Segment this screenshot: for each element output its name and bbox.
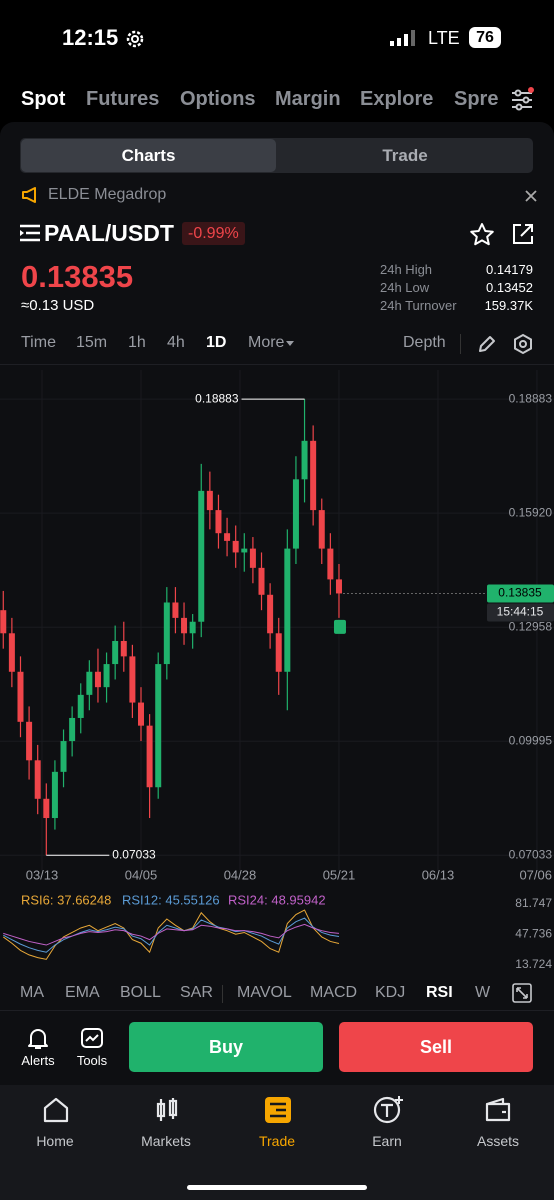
- markets-icon[interactable]: [153, 1096, 181, 1124]
- stat-value: 0.13452: [486, 280, 533, 295]
- tools-label[interactable]: Tools: [76, 1053, 108, 1068]
- indicator[interactable]: KDJ: [375, 984, 406, 1001]
- indicator[interactable]: MAVOL: [237, 984, 292, 1001]
- stat-value: 159.37K: [484, 298, 533, 313]
- trade-icon[interactable]: [264, 1096, 292, 1124]
- stat-label: 24h Low: [380, 280, 430, 295]
- indicator[interactable]: SAR: [180, 984, 213, 1001]
- interval[interactable]: 4h: [167, 334, 185, 351]
- indicator[interactable]: BOLL: [120, 984, 161, 1001]
- last-price: 0.13835: [21, 259, 134, 294]
- gear-icon: [126, 30, 144, 48]
- home-indicator: [187, 1185, 367, 1190]
- interval[interactable]: 15m: [76, 334, 108, 351]
- menu-icon[interactable]: [20, 224, 40, 242]
- stat-label: 24h High: [380, 262, 433, 277]
- close-icon[interactable]: [525, 190, 537, 202]
- battery: 76: [469, 27, 501, 48]
- alerts-icon[interactable]: [27, 1027, 49, 1051]
- pair-change: -0.99%: [182, 222, 245, 245]
- buy-button[interactable]: Buy: [129, 1022, 323, 1072]
- nav-label[interactable]: Trade: [258, 1133, 296, 1149]
- tab[interactable]: Spot: [21, 88, 66, 110]
- earn-icon[interactable]: [372, 1094, 404, 1124]
- interval[interactable]: Time: [21, 334, 56, 351]
- divider: [460, 334, 461, 354]
- indicator[interactable]: RSI: [426, 984, 453, 1001]
- banner-text[interactable]: ELDE Megadrop: [48, 186, 167, 203]
- network: LTE: [428, 28, 460, 48]
- segment-trade[interactable]: Trade: [382, 146, 428, 165]
- home-icon[interactable]: [42, 1096, 70, 1124]
- nav-label[interactable]: Markets: [141, 1133, 191, 1149]
- divider: [0, 364, 554, 365]
- segment-charts[interactable]: Charts: [21, 139, 276, 172]
- pencil-icon[interactable]: [477, 334, 497, 354]
- tools-icon[interactable]: [80, 1027, 104, 1049]
- indicator[interactable]: W: [475, 984, 491, 1001]
- tab[interactable]: Options: [180, 88, 256, 110]
- nav-label[interactable]: Assets: [476, 1133, 520, 1149]
- stat-value: 0.14179: [486, 262, 533, 277]
- indicator[interactable]: MA: [20, 984, 44, 1001]
- nav-label[interactable]: Earn: [372, 1133, 402, 1149]
- settings-icon[interactable]: [512, 333, 534, 355]
- expand-icon[interactable]: [512, 983, 532, 1003]
- sell-button[interactable]: Sell: [339, 1022, 533, 1072]
- divider: [222, 985, 223, 1003]
- star-icon[interactable]: [469, 222, 495, 247]
- fiat-price: ≈0.13 USD: [21, 297, 95, 314]
- tab[interactable]: Margin: [275, 88, 341, 110]
- megaphone-icon: [22, 187, 36, 203]
- nav-label[interactable]: Home: [36, 1133, 74, 1149]
- tab[interactable]: Explore: [360, 88, 434, 110]
- signal-icon: [390, 30, 415, 46]
- divider: [0, 1010, 554, 1011]
- interval[interactable]: 1h: [128, 334, 146, 351]
- dropdown-icon: [286, 341, 294, 346]
- share-icon[interactable]: [511, 222, 535, 246]
- tab[interactable]: Futures: [86, 88, 160, 110]
- indicator[interactable]: EMA: [65, 984, 100, 1001]
- clock: 12:15: [62, 25, 119, 50]
- assets-icon[interactable]: [484, 1096, 512, 1124]
- depth[interactable]: Depth: [403, 334, 446, 351]
- alerts-label[interactable]: Alerts: [21, 1053, 55, 1068]
- filter-icon[interactable]: [510, 86, 536, 112]
- interval[interactable]: More: [248, 334, 285, 351]
- stat-label: 24h Turnover: [380, 298, 457, 313]
- indicator[interactable]: MACD: [310, 984, 358, 1001]
- interval[interactable]: 1D: [206, 334, 227, 351]
- pair-symbol[interactable]: PAAL/USDT: [44, 220, 174, 246]
- tab[interactable]: Spre: [454, 88, 499, 110]
